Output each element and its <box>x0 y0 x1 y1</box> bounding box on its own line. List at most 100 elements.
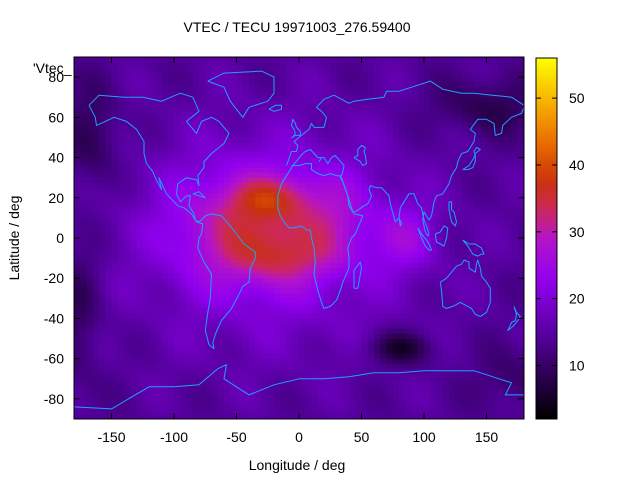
heatmap-cell <box>292 368 300 375</box>
heatmap-cell <box>249 403 256 410</box>
heatmap-cell <box>324 112 331 118</box>
heatmap-cell <box>130 217 137 224</box>
heatmap-cell <box>261 268 269 274</box>
heatmap-cell <box>380 157 387 163</box>
heatmap-cell <box>386 82 394 88</box>
heatmap-cell <box>224 243 231 249</box>
heatmap-cell <box>199 197 206 204</box>
heatmap-cell <box>167 283 175 289</box>
heatmap-cell <box>230 368 237 375</box>
heatmap-cell <box>80 363 87 370</box>
heatmap-cell <box>92 162 100 169</box>
heatmap-cell <box>136 378 144 385</box>
heatmap-cell <box>355 132 362 138</box>
heatmap-cell <box>455 333 462 339</box>
heatmap-cell <box>280 187 287 194</box>
heatmap-cell <box>480 227 487 234</box>
heatmap-cell <box>211 92 219 98</box>
heatmap-cell <box>336 403 344 410</box>
heatmap-cell <box>80 142 87 148</box>
heatmap-cell <box>324 72 331 78</box>
heatmap-cell <box>349 333 356 339</box>
heatmap-cell <box>92 112 100 118</box>
heatmap-cell <box>355 308 362 314</box>
heatmap-cell <box>205 328 212 334</box>
heatmap-cell <box>424 87 431 93</box>
heatmap-cell <box>355 87 362 93</box>
heatmap-cell <box>399 232 406 239</box>
heatmap-cell <box>124 97 131 103</box>
heatmap-cell <box>280 308 287 314</box>
heatmap-cell <box>80 82 87 88</box>
heatmap-cell <box>117 137 125 143</box>
heatmap-cell <box>342 77 350 83</box>
heatmap-cell <box>330 318 337 324</box>
heatmap-cell <box>117 323 125 329</box>
heatmap-cell <box>142 288 150 294</box>
heatmap-cell <box>424 328 431 334</box>
heatmap-cell <box>186 273 194 279</box>
heatmap-cell <box>199 348 206 355</box>
heatmap-cell <box>136 243 144 249</box>
heatmap-cell <box>249 393 256 400</box>
heatmap-cell <box>199 147 206 153</box>
heatmap-cell <box>149 413 156 420</box>
heatmap-cell <box>442 358 450 365</box>
heatmap-cell <box>461 107 469 113</box>
heatmap-cell <box>124 217 131 224</box>
heatmap-cell <box>124 167 131 174</box>
heatmap-cell <box>286 72 294 78</box>
heatmap-cell <box>80 57 87 63</box>
heatmap-cell <box>305 353 312 360</box>
heatmap-cell <box>124 368 131 375</box>
heatmap-cell <box>386 192 394 199</box>
heatmap-cell <box>161 343 169 350</box>
heatmap-cell <box>180 263 187 269</box>
heatmap-cell <box>224 253 231 259</box>
heatmap-cell <box>292 348 300 355</box>
heatmap-cell <box>467 368 475 375</box>
heatmap-cell <box>117 172 125 179</box>
heatmap-cell <box>261 408 269 415</box>
heatmap-cell <box>130 82 137 88</box>
heatmap-cell <box>436 238 444 244</box>
heatmap-cell <box>161 378 169 385</box>
heatmap-cell <box>267 358 275 365</box>
heatmap-cell <box>180 328 187 334</box>
heatmap-cell <box>417 258 425 264</box>
heatmap-cell <box>336 323 344 329</box>
heatmap-cell <box>417 348 425 355</box>
heatmap-cell <box>155 67 162 73</box>
heatmap-cell <box>92 328 100 334</box>
heatmap-cell <box>230 358 237 365</box>
heatmap-cell <box>124 333 131 339</box>
heatmap-cell <box>311 313 319 319</box>
heatmap-cell <box>367 413 375 420</box>
heatmap-cell <box>292 318 300 324</box>
heatmap-cell <box>424 398 431 405</box>
heatmap-cell <box>474 147 481 153</box>
heatmap-cell <box>74 152 81 158</box>
heatmap-cell <box>255 353 262 360</box>
heatmap-cell <box>217 177 225 184</box>
heatmap-cell <box>424 343 431 350</box>
heatmap-cell <box>236 102 244 108</box>
heatmap-cell <box>242 167 250 174</box>
heatmap-cell <box>155 343 162 350</box>
heatmap-cell <box>430 197 437 204</box>
heatmap-cell <box>142 278 150 284</box>
heatmap-cell <box>374 403 381 410</box>
heatmap-cell <box>149 278 156 284</box>
heatmap-cell <box>374 192 381 199</box>
heatmap-cell <box>80 373 87 380</box>
heatmap-cell <box>405 67 412 73</box>
heatmap-cell <box>124 202 131 209</box>
heatmap-cell <box>467 107 475 113</box>
heatmap-cell <box>267 202 275 209</box>
heatmap-cell <box>392 258 400 264</box>
heatmap-cell <box>399 283 406 289</box>
heatmap-cell <box>405 293 412 299</box>
heatmap-cell <box>217 142 225 148</box>
heatmap-cell <box>499 253 506 259</box>
heatmap-cell <box>305 288 312 294</box>
